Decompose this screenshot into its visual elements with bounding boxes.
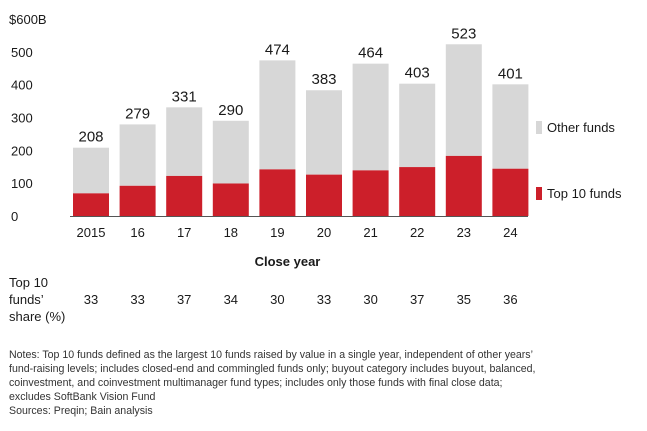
x-tick-label: 17 [177,225,191,240]
notes-line: Notes: Top 10 funds defined as the large… [9,349,533,361]
x-tick-label: 19 [270,225,284,240]
bar-total-label: 474 [265,41,290,58]
y-tick-label: 200 [11,143,33,158]
share-label-line: share (%) [9,309,66,324]
bar-top10-funds [259,169,296,216]
y-tick-label: 100 [11,176,33,191]
x-tick-label: 22 [410,225,424,240]
bar-top10-funds [166,175,203,216]
y-tick-label: 500 [11,45,33,60]
sources-line: Sources: Preqin; Bain analysis [9,405,153,417]
bar-top10-funds [492,168,529,216]
y-tick-label: 400 [11,78,33,93]
bar-total-label: 279 [125,105,150,122]
bar-other-funds [399,83,436,168]
x-tick-label: 23 [457,225,471,240]
bar-total-label: 331 [172,88,197,105]
legend-swatch-top10 [536,187,542,200]
bar-total-label: 403 [405,65,430,82]
share-value: 33 [316,292,332,307]
share-value: 33 [130,292,145,307]
bar-total-label: 401 [498,65,523,82]
x-axis-title: Close year [254,254,321,269]
stacked-bar-chart: 0 100 200 300 400 500 $600B 208 2015 279 16 331 17 29… [9,12,529,240]
share-value: 30 [363,292,378,307]
bar-top10-funds [73,193,109,216]
share-row-label: Top 10 funds’ share (%) [9,274,65,325]
bar-other-funds [352,63,389,171]
legend-label-top10: Top 10 funds [547,186,622,201]
bar-other-funds [212,120,249,184]
share-value: 34 [223,292,239,307]
bar-other-funds [73,147,109,194]
share-value: 36 [503,292,518,307]
chart-notes: Notes: Top 10 funds defined as the large… [9,348,639,418]
notes-line: coinvestment, and coinvestment multimana… [9,377,503,389]
bar-total-label: 290 [218,102,243,119]
bar-top10-funds [119,185,156,216]
bar-top10-funds [399,167,436,216]
legend-other-funds: Other funds [536,120,615,135]
bar-other-funds [166,107,203,176]
bar-other-funds [119,124,156,186]
bar-total-label: 208 [78,129,103,146]
y-tick-label: 0 [11,209,18,224]
bar-other-funds [259,60,296,170]
x-tick-label: 21 [363,225,377,240]
share-value: 30 [270,292,285,307]
bar-other-funds [306,90,342,175]
y-axis-top-label: $600B [9,12,47,27]
share-value: 33 [83,292,99,307]
x-tick-label: 2015 [77,225,106,240]
x-tick-label: 24 [503,225,517,240]
bar-total-label: 464 [358,45,383,62]
bar-top10-funds [306,174,342,216]
bar-total-label: 383 [311,71,336,88]
legend-top10-funds: Top 10 funds [536,186,621,201]
notes-line: fund-raising levels; includes closed-end… [9,363,536,375]
share-value: 37 [176,292,192,307]
share-label-line: Top 10 [9,275,49,290]
x-tick-label: 16 [130,225,144,240]
legend-label-other: Other funds [547,120,615,135]
bar-total-label: 523 [451,25,476,42]
bar-other-funds [492,84,529,169]
bar-top10-funds [352,170,389,216]
x-tick-label: 20 [317,225,331,240]
legend-swatch-other [536,121,542,134]
x-tick-label: 18 [224,225,238,240]
bar-top10-funds [445,155,482,216]
bar-other-funds [445,44,482,156]
y-tick-label: 300 [11,111,33,126]
share-label-line: funds’ [9,292,44,307]
share-value: 35 [456,292,472,307]
bar-top10-funds [212,183,249,216]
notes-line: excludes SoftBank Vision Fund [9,391,156,403]
share-value: 37 [409,292,425,307]
